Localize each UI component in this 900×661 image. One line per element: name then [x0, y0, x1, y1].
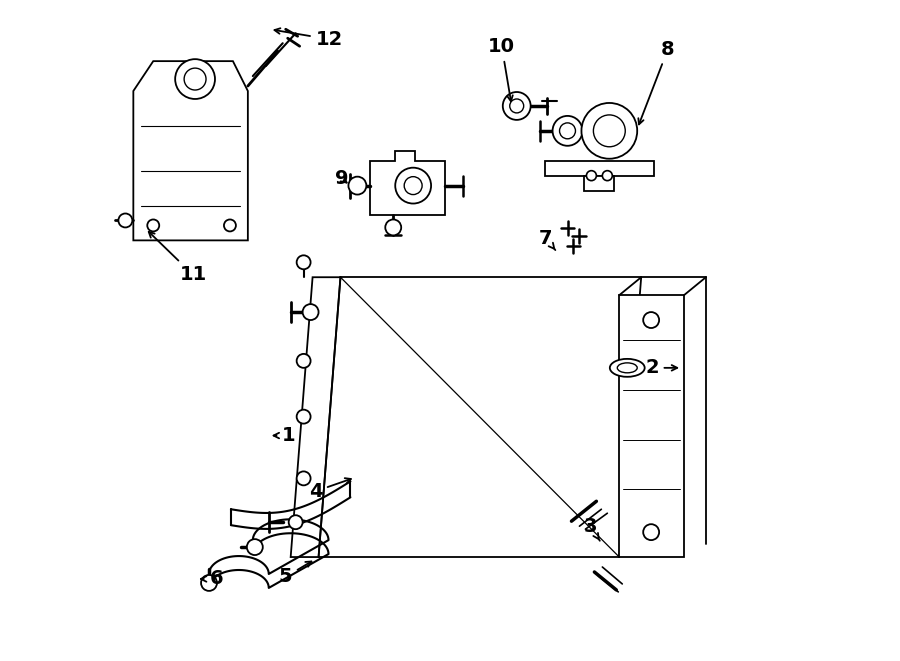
Circle shape: [385, 219, 401, 235]
Circle shape: [297, 354, 310, 368]
Polygon shape: [584, 176, 615, 190]
Text: 10: 10: [489, 37, 516, 101]
Circle shape: [184, 68, 206, 90]
Circle shape: [644, 524, 659, 540]
Circle shape: [297, 410, 310, 424]
Circle shape: [553, 116, 582, 146]
Text: 7: 7: [539, 229, 555, 250]
Circle shape: [348, 176, 366, 194]
Circle shape: [176, 59, 215, 99]
Circle shape: [581, 103, 637, 159]
Text: 11: 11: [148, 232, 207, 284]
Circle shape: [148, 219, 159, 231]
Circle shape: [503, 92, 531, 120]
Polygon shape: [291, 277, 340, 557]
Polygon shape: [619, 295, 684, 557]
Circle shape: [247, 539, 263, 555]
Circle shape: [644, 312, 659, 328]
Circle shape: [509, 99, 524, 113]
Circle shape: [602, 171, 612, 180]
Circle shape: [593, 115, 626, 147]
Text: 6: 6: [201, 570, 223, 588]
Circle shape: [289, 515, 302, 529]
Circle shape: [302, 304, 319, 320]
Text: 4: 4: [309, 478, 351, 501]
Circle shape: [297, 471, 310, 485]
Circle shape: [560, 123, 575, 139]
Text: 3: 3: [583, 517, 599, 541]
Circle shape: [395, 168, 431, 204]
Circle shape: [119, 214, 132, 227]
Text: 9: 9: [335, 169, 348, 188]
Ellipse shape: [617, 363, 637, 373]
Circle shape: [404, 176, 422, 194]
Circle shape: [201, 575, 217, 591]
Polygon shape: [231, 481, 350, 529]
Circle shape: [297, 255, 310, 269]
Circle shape: [587, 171, 597, 180]
Text: 1: 1: [274, 426, 296, 445]
Text: 12: 12: [274, 28, 343, 49]
Text: 8: 8: [638, 40, 675, 124]
Polygon shape: [133, 61, 248, 241]
Polygon shape: [544, 161, 654, 176]
Text: 5: 5: [279, 561, 311, 586]
Polygon shape: [370, 151, 445, 215]
Ellipse shape: [610, 359, 644, 377]
Polygon shape: [209, 520, 328, 588]
Circle shape: [224, 219, 236, 231]
Text: 2: 2: [645, 358, 677, 377]
